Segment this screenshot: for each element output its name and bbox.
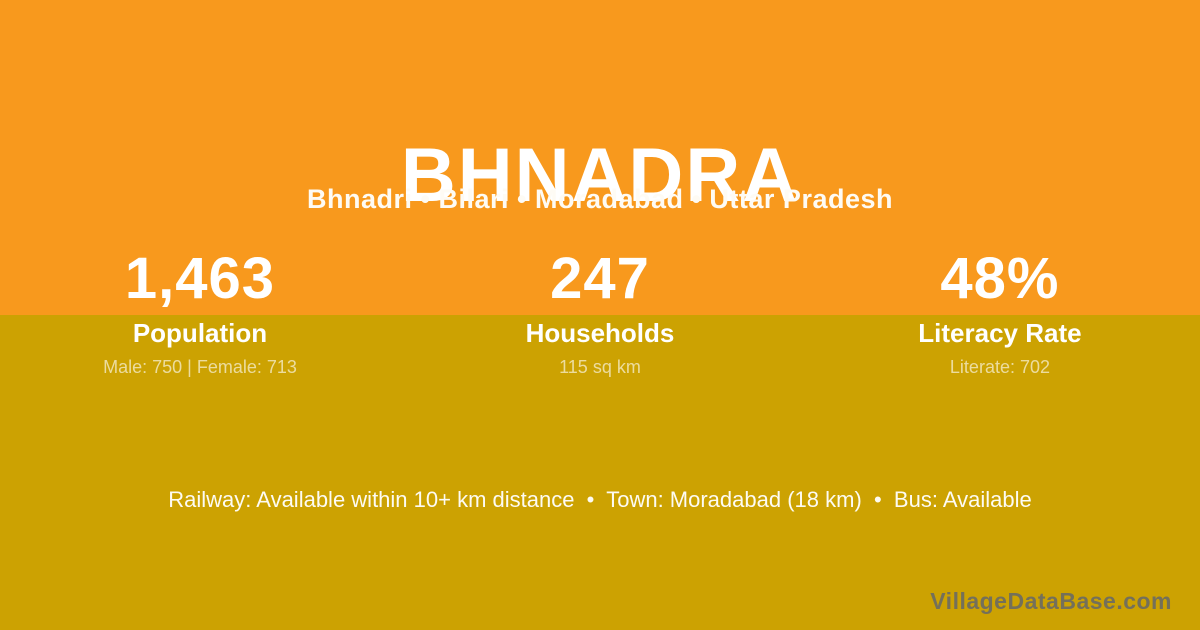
literacy-detail: Literate: 702 [949, 357, 1050, 377]
watermark-text: VillageDataBase.com [930, 588, 1172, 614]
breadcrumb: Bhnadri • Bilari • Moradabad • Uttar Pra… [307, 184, 893, 214]
population-value: 1,463 [124, 246, 276, 311]
orange-band [0, 0, 1200, 315]
village-title: BHNADRA [400, 132, 800, 218]
population-detail: Male: 750 | Female: 713 [103, 357, 297, 377]
literacy-label: Literacy Rate [918, 318, 1082, 348]
population-label: Population [132, 318, 268, 348]
stat-literacy: 48% Literacy Rate Literate: 702 [800, 246, 1200, 378]
transport-facts-line: Railway: Available within 10+ km distanc… [168, 487, 1032, 512]
stats-row: 1,463 Population Male: 750 | Female: 713… [0, 246, 1200, 378]
households-value: 247 [550, 246, 650, 311]
literacy-value: 48% [940, 246, 1060, 311]
stat-population: 1,463 Population Male: 750 | Female: 713 [0, 246, 400, 378]
households-label: Households [525, 318, 675, 348]
stat-households: 247 Households 115 sq km [400, 246, 800, 378]
households-detail: 115 sq km [559, 357, 641, 377]
gold-band [0, 315, 1200, 630]
